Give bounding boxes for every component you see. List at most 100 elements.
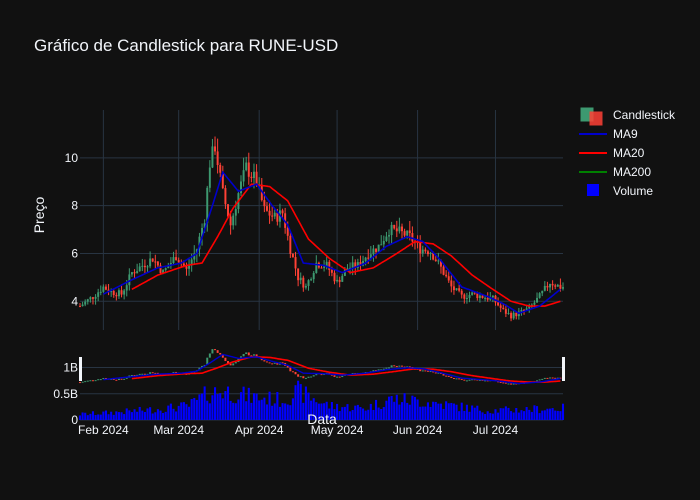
mini-candle-body <box>310 376 313 378</box>
mini-candle-body <box>393 365 396 367</box>
mini-candle-body <box>138 373 141 375</box>
volume-bar <box>291 398 294 420</box>
candle-body <box>382 240 385 245</box>
volume-bar <box>369 403 372 420</box>
volume-bar <box>432 401 435 420</box>
candle-body <box>242 170 245 182</box>
mini-candle-body <box>294 371 297 375</box>
volume-bar <box>97 414 100 420</box>
candle-body <box>185 266 188 269</box>
mini-candle-body <box>86 380 89 382</box>
volume-y-tick-label: 0.5B <box>53 387 78 401</box>
x-tick-label: Jun 2024 <box>393 423 443 437</box>
volume-bar <box>263 397 266 420</box>
mini-candle-body <box>229 363 232 366</box>
candle-body <box>520 309 523 312</box>
legend-label-ma200: MA200 <box>613 165 651 179</box>
volume-bar <box>289 405 292 420</box>
mini-candle-body <box>250 355 253 357</box>
legend-item-ma20[interactable]: MA20 <box>579 146 645 160</box>
legend-item-volume[interactable]: Volume <box>587 184 653 198</box>
mini-candle-body <box>429 371 432 373</box>
mini-candle-body <box>556 377 559 379</box>
volume-bar <box>211 395 214 420</box>
mini-candle-body <box>312 375 315 377</box>
mini-candle-body <box>559 377 562 379</box>
candle-body <box>395 228 398 232</box>
legend-item-ma200[interactable]: MA200 <box>579 165 651 179</box>
mini-candle-body <box>419 368 422 372</box>
legend-item-ma9[interactable]: MA9 <box>579 127 638 141</box>
volume-bar <box>367 409 370 420</box>
candle-body <box>515 312 518 317</box>
mini-candle-body <box>341 375 344 378</box>
volume-bar <box>504 406 507 420</box>
mini-candle-body <box>227 361 230 364</box>
volume-bar <box>354 405 357 420</box>
volume-bar <box>213 387 217 420</box>
candle-body <box>307 280 310 286</box>
candle-body <box>219 165 222 173</box>
candle-body <box>172 257 175 264</box>
volume-bar <box>533 405 536 420</box>
volume-bar <box>265 404 269 420</box>
mini-candle-body <box>136 374 139 376</box>
mini-candle-body <box>208 353 211 358</box>
candle-body <box>190 259 193 266</box>
mini-candle-body <box>442 373 445 376</box>
candle-body <box>504 309 507 314</box>
volume-bar <box>497 412 500 420</box>
range-slider-right-handle[interactable] <box>562 357 565 381</box>
volume-bar <box>341 407 344 420</box>
candle-body <box>463 294 466 299</box>
legend-item-candlestick[interactable]: Candlestick <box>580 107 676 126</box>
volume-bar <box>286 404 289 420</box>
volume-bar <box>507 407 510 420</box>
candle-body <box>250 176 253 179</box>
volume-bar <box>541 410 544 420</box>
mini-candle-body <box>549 377 552 379</box>
volume-bar <box>138 406 141 420</box>
candle-body <box>494 295 497 303</box>
x-axis-label: Data <box>307 411 337 427</box>
volume-bar <box>232 402 235 420</box>
volume-bar <box>180 402 183 420</box>
mini-candle-body <box>297 374 300 377</box>
ma9-line <box>103 170 561 315</box>
legend-label-volume: Volume <box>613 184 653 198</box>
volume-bar <box>208 403 211 420</box>
candle-body <box>471 292 474 295</box>
volume-bar <box>154 412 157 420</box>
volume-bar <box>162 412 165 420</box>
mini-candle-body <box>247 352 250 356</box>
volume-bar <box>551 408 554 420</box>
mini-candle-body <box>291 371 294 373</box>
mini-candle-body <box>289 367 292 372</box>
volume-bar <box>276 391 279 420</box>
volume-bar <box>426 402 430 420</box>
candle-body <box>110 290 113 293</box>
volume-bar <box>323 403 326 420</box>
volume-bar <box>330 402 333 420</box>
mini-candle-body <box>149 372 152 374</box>
volume-bar <box>481 412 484 420</box>
volume-bar <box>390 395 393 420</box>
mini-candle-body <box>89 380 92 382</box>
mini-candle-body <box>299 376 302 378</box>
mini-candle-body <box>252 354 255 356</box>
candle-body <box>406 230 409 236</box>
volume-bar <box>556 410 559 420</box>
candle-body <box>206 187 209 224</box>
candle-body <box>341 275 344 282</box>
candle-body <box>104 286 107 290</box>
range-slider-left-handle[interactable] <box>79 357 82 381</box>
candle-body <box>120 290 123 295</box>
mini-candle-body <box>388 367 391 369</box>
candle-body <box>445 274 448 277</box>
candle-body <box>437 260 440 262</box>
candle-body <box>141 265 144 267</box>
mini-candle-body <box>450 376 453 378</box>
candle-body <box>112 290 115 296</box>
candle-body <box>291 253 294 258</box>
volume-bar <box>164 411 167 420</box>
